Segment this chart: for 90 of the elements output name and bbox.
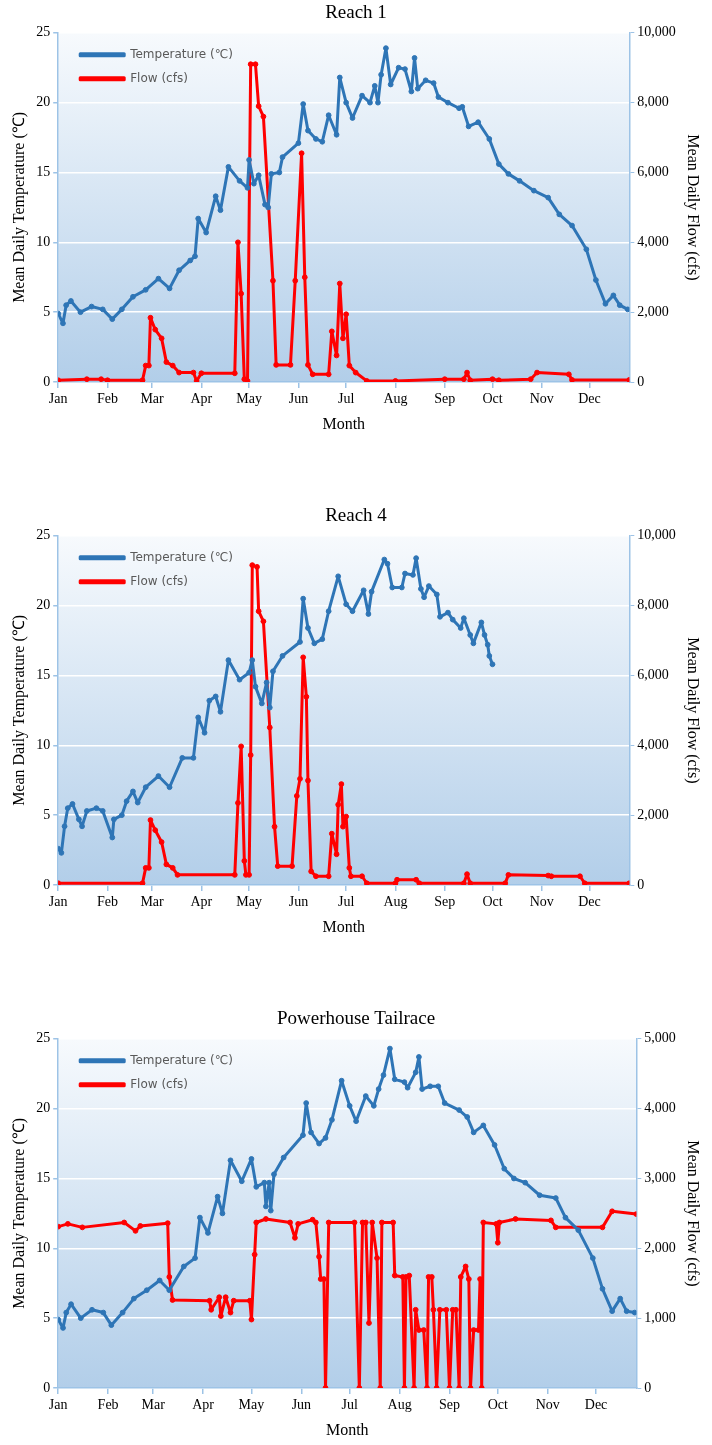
chart-title: Reach 4: [325, 504, 388, 526]
x-tick-label: Jul: [337, 391, 355, 407]
x-tick-label: Apr: [190, 391, 213, 407]
x-tick-label: Apr: [190, 894, 213, 910]
y2-tick-label: 10,000: [637, 24, 676, 40]
x-tick-label: Jan: [48, 391, 68, 407]
y2-tick-label: 6,000: [637, 667, 669, 683]
y-tick-label: 10: [36, 736, 51, 752]
y-tick-label: 15: [36, 1170, 51, 1186]
x-tick-label: Nov: [529, 894, 554, 910]
y-tick-label: 10: [36, 1239, 51, 1255]
legend-label: Temperature (℃): [129, 549, 233, 564]
y-tick-label: 10: [36, 233, 51, 249]
x-tick-label: Jan: [48, 1397, 68, 1413]
x-tick-label: Aug: [383, 894, 408, 910]
x-tick-label: May: [238, 1397, 265, 1413]
x-tick-label: May: [236, 894, 262, 910]
x-tick-label: Nov: [529, 391, 554, 407]
y2-tick-label: 8,000: [637, 597, 669, 613]
y2-axis-title: Mean Daily Flow (cfs): [684, 134, 703, 281]
x-tick-label: Mar: [140, 894, 165, 910]
x-axis-title: Month: [322, 414, 366, 432]
y2-tick-label: 2,000: [637, 806, 669, 822]
x-tick-label: Jul: [337, 894, 355, 910]
y2-tick-label: 0: [637, 876, 645, 892]
x-tick-label: Sep: [434, 894, 456, 910]
y2-tick-label: 0: [637, 373, 645, 389]
x-tick-label: Jan: [48, 894, 68, 910]
x-axis-title: Month: [325, 1420, 369, 1438]
y-axis-title: Mean Daily Temperature (℃): [9, 614, 28, 806]
y2-tick-label: 5,000: [644, 1030, 676, 1046]
y2-tick-label: 3,000: [644, 1170, 676, 1186]
y2-tick-label: 2,000: [644, 1239, 676, 1255]
y-tick-label: 20: [36, 94, 51, 110]
x-tick-label: Apr: [192, 1397, 215, 1413]
legend-label: Flow (cfs): [130, 573, 188, 588]
x-tick-label: Aug: [383, 391, 408, 407]
y-tick-label: 25: [36, 527, 51, 543]
x-tick-label: Oct: [482, 391, 503, 407]
y2-tick-label: 0: [644, 1379, 652, 1395]
x-tick-label: Mar: [141, 1397, 166, 1413]
chart-title: Reach 1: [325, 1, 387, 23]
y-tick-label: 25: [36, 1030, 51, 1046]
x-tick-label: Dec: [578, 391, 601, 407]
x-tick-label: Feb: [97, 391, 119, 407]
x-tick-label: May: [236, 391, 262, 407]
x-axis-title: Month: [322, 917, 366, 935]
y-tick-label: 0: [43, 1379, 51, 1395]
x-tick-label: Jun: [291, 1397, 312, 1413]
y-tick-label: 20: [36, 597, 51, 613]
y2-tick-label: 8,000: [637, 94, 669, 110]
x-tick-label: Jun: [288, 894, 309, 910]
x-tick-label: Jul: [341, 1397, 358, 1413]
chart-title: Powerhouse Tailrace: [276, 1007, 436, 1029]
x-tick-label: Aug: [387, 1397, 412, 1413]
y-tick-label: 15: [36, 667, 51, 683]
y2-tick-label: 4,000: [637, 233, 669, 249]
x-tick-label: Oct: [487, 1397, 509, 1413]
legend-label: Flow (cfs): [130, 1076, 188, 1091]
y-tick-label: 5: [43, 1309, 51, 1325]
y2-tick-label: 2,000: [637, 303, 669, 319]
y-tick-label: 15: [36, 164, 51, 180]
y-tick-label: 25: [36, 24, 51, 40]
y2-axis-title: Mean Daily Flow (cfs): [684, 1140, 703, 1287]
x-tick-label: Sep: [439, 1397, 460, 1413]
legend-label: Temperature (℃): [129, 46, 233, 61]
y-tick-label: 0: [43, 876, 51, 892]
y-axis-title: Mean Daily Temperature (℃): [9, 111, 28, 303]
x-tick-label: Dec: [584, 1397, 608, 1413]
x-tick-label: Oct: [482, 894, 503, 910]
legend-label: Flow (cfs): [130, 70, 188, 85]
y2-tick-label: 6,000: [637, 164, 669, 180]
y-tick-label: 20: [36, 1100, 51, 1116]
x-tick-label: Feb: [97, 1397, 119, 1413]
y-tick-label: 5: [43, 303, 51, 319]
x-tick-label: Dec: [578, 894, 601, 910]
y2-axis-title: Mean Daily Flow (cfs): [684, 637, 703, 784]
x-tick-label: Jun: [288, 391, 309, 407]
y2-tick-label: 4,000: [637, 736, 669, 752]
x-tick-label: Nov: [535, 1397, 560, 1413]
legend-label: Temperature (℃): [129, 1052, 233, 1067]
y-tick-label: 0: [43, 373, 51, 389]
y2-tick-label: 10,000: [637, 527, 676, 543]
x-tick-label: Sep: [434, 391, 456, 407]
x-tick-label: Feb: [97, 894, 119, 910]
x-tick-label: Mar: [140, 391, 165, 407]
y2-tick-label: 4,000: [644, 1100, 676, 1116]
y2-tick-label: 1,000: [644, 1309, 676, 1325]
y-tick-label: 5: [43, 806, 51, 822]
y-axis-title: Mean Daily Temperature (℃): [9, 1117, 28, 1309]
